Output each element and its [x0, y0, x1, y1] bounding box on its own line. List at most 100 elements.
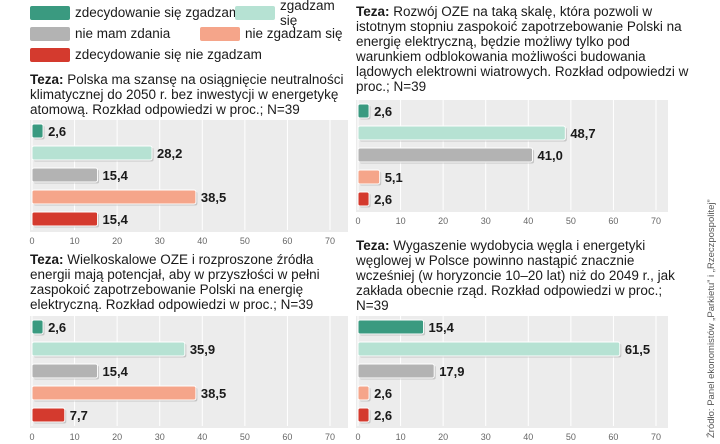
x-tick-label: 70: [651, 432, 661, 442]
x-tick-label: 0: [29, 432, 34, 442]
bar-strongly-disagree: [357, 407, 370, 423]
bar-strongly-agree: [357, 103, 370, 119]
bar-no-opinion: [357, 147, 534, 163]
value-label: 2,6: [374, 192, 392, 207]
bar-disagree: [357, 385, 370, 401]
bar-disagree: [357, 169, 381, 185]
x-tick-label: 0: [355, 216, 360, 226]
value-label: 15,4: [103, 364, 129, 379]
value-label: 61,5: [625, 342, 650, 357]
value-label: 35,9: [190, 342, 215, 357]
legend-item-strongly-agree: zdecydowanie się zgadzam: [30, 5, 240, 20]
value-label: 38,5: [201, 190, 226, 205]
x-tick-label: 40: [523, 432, 533, 442]
value-label: 2,6: [374, 386, 392, 401]
x-tick-label: 20: [112, 236, 122, 246]
x-tick-label: 60: [608, 432, 618, 442]
thesis-text: Wielkoskalowe OZE i rozproszone źródła e…: [30, 252, 320, 312]
value-label: 17,9: [439, 364, 464, 379]
x-tick-label: 50: [240, 236, 250, 246]
legend-label: nie zgadzam się: [245, 26, 343, 41]
legend-swatch: [235, 5, 275, 20]
thesis-prefix: Teza:: [356, 4, 390, 19]
x-tick-label: 30: [155, 432, 165, 442]
x-tick-label: 70: [651, 216, 661, 226]
legend-swatch: [30, 5, 70, 20]
x-tick-label: 10: [396, 216, 406, 226]
x-tick-label: 60: [608, 216, 618, 226]
thesis-prefix: Teza:: [356, 238, 390, 253]
legend-item-strongly-disagree: zdecydowanie się nie zgadzam: [30, 47, 262, 62]
legend-swatch: [30, 26, 70, 41]
value-label: 2,6: [374, 408, 392, 423]
value-label: 41,0: [538, 148, 563, 163]
value-label: 5,1: [385, 170, 403, 185]
x-tick-label: 30: [481, 216, 491, 226]
thesis-prefix: Teza:: [30, 72, 64, 87]
thesis-text: Polska ma szansę na osiągnięcie neutraln…: [30, 72, 344, 117]
bar-agree: [357, 341, 621, 357]
bar-strongly-agree: [357, 319, 425, 335]
thesis-1: Teza: Polska ma szansę na osiągnięcie ne…: [30, 72, 355, 117]
bar-disagree: [31, 189, 197, 205]
thesis-text: Rozwój OZE na taką skalę, która pozwoli …: [356, 4, 689, 94]
legend-item-disagree: nie zgadzam się: [200, 26, 343, 41]
bar-strongly-disagree: [31, 211, 99, 227]
legend-swatch: [200, 26, 240, 41]
thesis-4: Teza: Wygaszenie wydobycia węgla i energ…: [356, 238, 676, 313]
legend-item-agree: zgadzam się: [235, 0, 350, 28]
x-tick-label: 60: [282, 432, 292, 442]
thesis-text: Wygaszenie wydobycia węgla i energetyki …: [356, 238, 675, 313]
x-tick-label: 10: [70, 432, 80, 442]
value-label: 15,4: [103, 212, 129, 227]
thesis-prefix: Teza:: [30, 252, 64, 267]
x-tick-label: 30: [481, 432, 491, 442]
bar-agree: [31, 341, 186, 357]
x-tick-label: 20: [438, 432, 448, 442]
x-tick-label: 50: [240, 432, 250, 442]
bar-strongly-agree: [31, 319, 44, 335]
x-tick-label: 70: [325, 432, 335, 442]
x-tick-label: 40: [523, 216, 533, 226]
value-label: 15,4: [103, 168, 129, 183]
bar-agree: [357, 125, 566, 141]
x-tick-label: 60: [282, 236, 292, 246]
thesis-3: Teza: Wielkoskalowe OZE i rozproszone źr…: [30, 252, 348, 312]
value-label: 2,6: [374, 104, 392, 119]
bar-agree: [31, 145, 153, 161]
x-tick-label: 20: [438, 216, 448, 226]
x-tick-label: 20: [112, 432, 122, 442]
bar-strongly-disagree: [31, 407, 66, 423]
bar-no-opinion: [31, 363, 99, 379]
value-label: 15,4: [429, 320, 455, 335]
x-tick-label: 40: [197, 432, 207, 442]
source-note: Źródło: Panel ekonomistów „Parkietu” i „…: [706, 199, 717, 438]
legend-label: zgadzam się: [280, 0, 335, 28]
bar-strongly-agree: [31, 123, 44, 139]
value-label: 38,5: [201, 386, 226, 401]
x-tick-label: 40: [197, 236, 207, 246]
x-tick-label: 0: [29, 236, 34, 246]
thesis-2: Teza: Rozwój OZE na taką skalę, która po…: [356, 4, 696, 94]
value-label: 2,6: [48, 124, 66, 139]
bar-strongly-disagree: [357, 191, 370, 207]
x-tick-label: 10: [70, 236, 80, 246]
bar-disagree: [31, 385, 197, 401]
value-label: 2,6: [48, 320, 66, 335]
legend-item-no-opinion: nie mam zdania: [30, 26, 170, 41]
bar-chart-3: 2,6 35,9 15,4 38,5 7,7 0 10 20 30 40 50 60 70: [29, 316, 335, 442]
bar-no-opinion: [31, 167, 99, 183]
x-tick-label: 10: [396, 432, 406, 442]
value-label: 48,7: [570, 126, 595, 141]
legend-swatch: [30, 47, 70, 62]
legend-label: zdecydowanie się zgadzam: [75, 5, 241, 20]
bar-no-opinion: [357, 363, 435, 379]
bar-chart-2: 2,6 48,7 41,0 5,1 2,6 0 10 20 30 40 50 60 70: [355, 100, 661, 226]
legend-label: zdecydowanie się nie zgadzam: [75, 47, 262, 62]
legend-label: nie mam zdania: [75, 26, 171, 41]
x-tick-label: 70: [325, 236, 335, 246]
x-tick-label: 50: [566, 432, 576, 442]
x-tick-label: 30: [155, 236, 165, 246]
x-tick-label: 0: [355, 432, 360, 442]
bar-chart-4: 15,4 61,5 17,9 2,6 2,6 0 10 20 30 40 50 60 70: [355, 316, 661, 442]
